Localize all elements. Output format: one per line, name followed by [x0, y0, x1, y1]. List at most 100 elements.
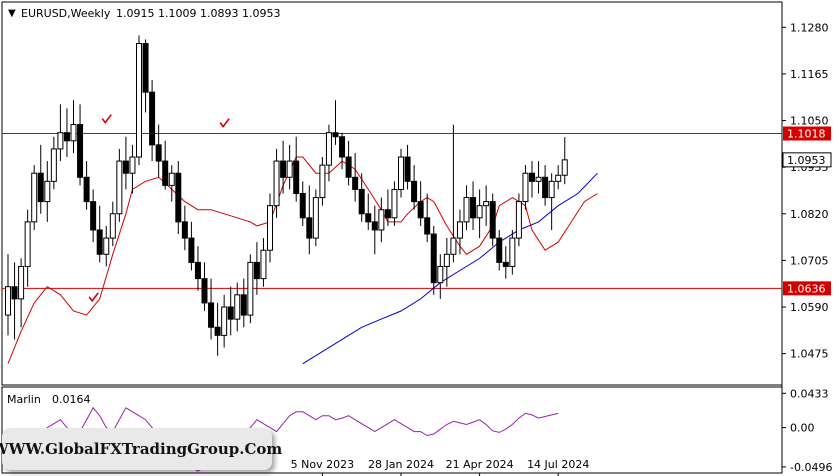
candle-body-bear	[489, 201, 496, 239]
candle	[181, 205, 188, 251]
candle	[116, 148, 123, 222]
candle-body-bull	[267, 205, 273, 251]
marlin-line	[7, 406, 559, 472]
candle-body-bull	[44, 180, 51, 203]
candle-body-bear	[90, 201, 97, 231]
candle	[194, 246, 201, 291]
candle-body-bear	[332, 132, 339, 138]
indicator-value: 0.0164	[52, 393, 91, 406]
candle	[437, 254, 444, 299]
candle-body-bull	[273, 160, 280, 207]
candle-body-bull	[24, 221, 31, 267]
candle	[542, 165, 549, 206]
candle	[489, 193, 496, 247]
candle	[31, 165, 38, 230]
candle-body-bull	[463, 197, 470, 223]
candle	[155, 124, 162, 178]
candle-body-bull	[515, 201, 522, 239]
candle-body-bear	[299, 193, 306, 219]
candle	[18, 258, 25, 328]
price-tick-label: 1.0475	[790, 348, 829, 361]
candle	[352, 152, 359, 202]
candle-body-bull	[398, 156, 404, 190]
candle-body-bear	[339, 136, 346, 158]
checkmarks	[88, 114, 230, 303]
candle-body-bear	[280, 160, 287, 178]
candle-body-bear	[201, 278, 208, 304]
moving-averages	[7, 156, 598, 365]
time-axis: 5 Nov 2023 28 Jan 2024 21 Apr 2024 14 Jul 2…	[291, 458, 589, 476]
candle	[417, 181, 424, 226]
candle-body-bull	[136, 43, 142, 158]
candle-body-bear	[122, 160, 129, 174]
candle	[548, 173, 555, 230]
candle-body-bear	[77, 124, 84, 178]
candle	[470, 181, 477, 230]
candle	[430, 225, 437, 295]
candle	[149, 80, 156, 162]
candle	[37, 144, 44, 214]
candle-body-bear	[194, 261, 201, 280]
candle-body-bear	[424, 217, 431, 235]
candle	[515, 193, 522, 247]
candle-body-bull	[57, 132, 64, 150]
candle	[312, 189, 319, 247]
candle-body-bull	[312, 197, 319, 239]
candle-body-bear	[529, 172, 535, 182]
candle-body-bear	[470, 197, 477, 219]
candle	[5, 254, 11, 336]
price-tick-label: 1.0705	[790, 254, 829, 267]
candle-body-bear	[253, 261, 260, 280]
candle-body-bull	[437, 265, 444, 284]
candle	[90, 189, 97, 243]
candle	[201, 262, 208, 312]
candle-body-bear	[542, 176, 549, 199]
candle	[70, 100, 77, 153]
candle-body-bull	[509, 237, 516, 267]
watermark-banner: WWW.GlobalFXTradingGroup.Com	[0, 428, 282, 470]
candle-body-bear	[11, 286, 18, 300]
candle	[443, 238, 450, 287]
candle-body-bull	[221, 306, 228, 336]
candle	[96, 205, 103, 263]
candle	[234, 282, 241, 332]
candle-body-bull	[555, 174, 562, 182]
candle	[136, 35, 142, 166]
level-lines	[2, 133, 782, 289]
candle	[522, 165, 529, 210]
candle	[450, 124, 457, 263]
candle-body-bull	[50, 148, 57, 182]
candle-body-bear	[417, 201, 424, 219]
candle	[456, 209, 463, 255]
watermark-text: WWW.GlobalFXTradingGroup.Com	[0, 440, 283, 458]
ohlc-close: 1.0953	[242, 7, 281, 20]
candle	[214, 302, 221, 356]
time-tick-label: 14 Jul 2024	[527, 458, 589, 471]
checkmark	[88, 292, 99, 303]
candle	[502, 246, 509, 279]
candle-body-bear	[188, 237, 195, 263]
current-price-box	[782, 152, 832, 168]
time-tick-label: 5 Nov 2023	[291, 458, 354, 471]
candle	[129, 144, 136, 194]
candle-body-bull	[116, 160, 123, 215]
candle	[260, 238, 267, 287]
price-tick-label: 1.0590	[790, 301, 829, 314]
ohlc-low: 1.0893	[200, 7, 239, 20]
candle-body-bear	[496, 237, 503, 263]
candle	[286, 144, 293, 190]
candle-body-bull	[168, 172, 175, 186]
candle	[555, 165, 562, 190]
candle	[339, 132, 346, 170]
candle-body-bear	[63, 132, 70, 142]
candle	[371, 205, 378, 255]
indicator-header: Marlin 0.0164	[7, 393, 91, 406]
candle-body-bull	[535, 176, 542, 182]
candle	[240, 278, 247, 328]
candle-body-bear	[155, 144, 162, 162]
ohlc-open: 1.0915	[116, 7, 155, 20]
candle	[319, 157, 326, 206]
candle-body-bull	[129, 156, 136, 174]
candle-body-bull	[522, 172, 529, 203]
